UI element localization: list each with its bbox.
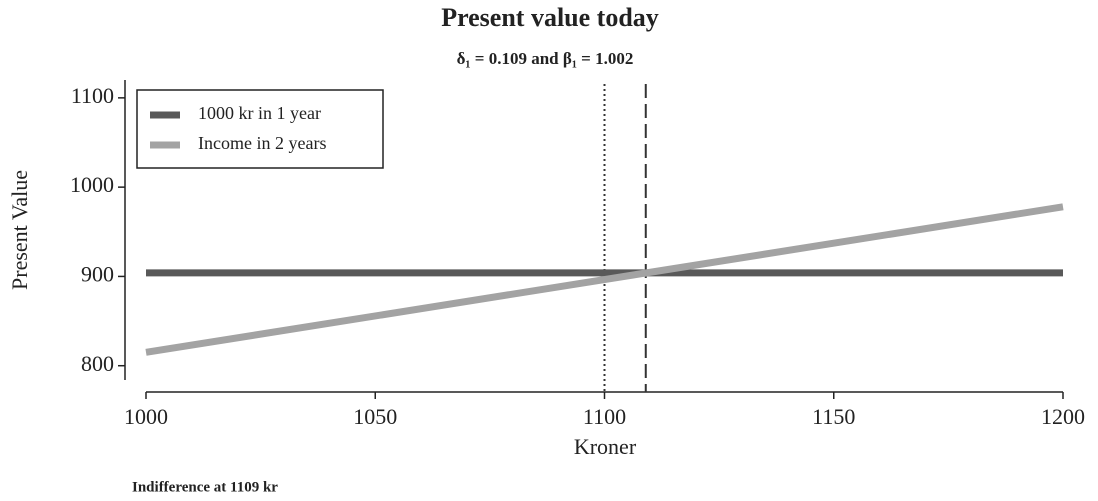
y-axis-label: Present Value [7, 170, 32, 290]
x-axis-label: Kroner [574, 434, 637, 459]
legend-label: Income in 2 years [198, 133, 326, 153]
series-line [145, 203, 1064, 356]
y-tick-label: 800 [81, 351, 114, 376]
chart-subtitle: δ₁ = 0.109 and β₁ = 1.002 [457, 49, 634, 68]
legend-box [136, 89, 384, 169]
x-tick-label: 1200 [1041, 404, 1085, 429]
chart-title: Present value today [441, 3, 659, 32]
annotation: Indifference at 1109 kr [132, 479, 278, 495]
x-tick-label: 1100 [583, 404, 626, 429]
y-tick-label: 900 [81, 261, 114, 286]
x-tick-label: 1150 [812, 404, 855, 429]
y-tick-label: 1000 [70, 172, 114, 197]
legend-label: 1000 kr in 1 year [198, 103, 321, 123]
x-tick-label: 1000 [124, 404, 168, 429]
y-tick-label: 1100 [71, 83, 114, 108]
x-tick-label: 1050 [353, 404, 397, 429]
